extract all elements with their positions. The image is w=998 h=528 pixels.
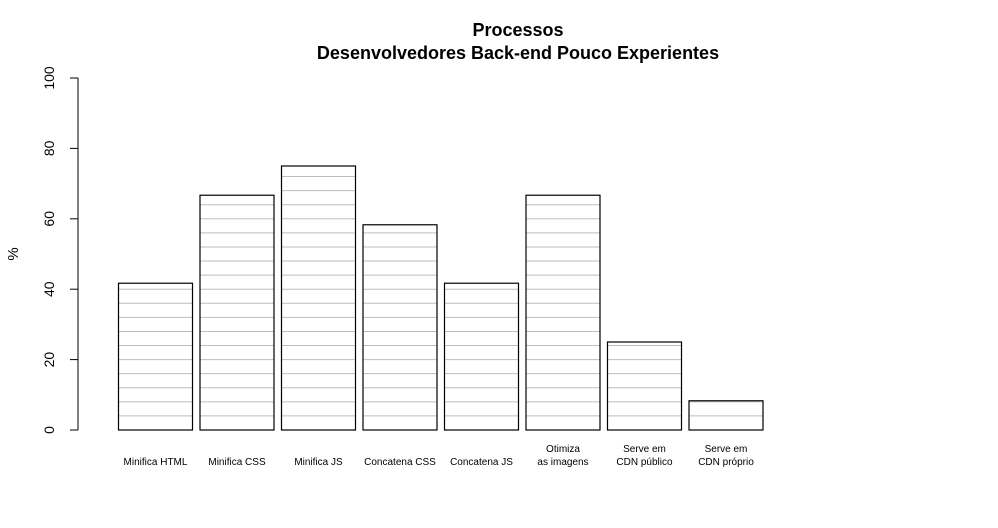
bar-0 (117, 282, 194, 431)
category-label-0-0: Minifica HTML (124, 457, 188, 468)
bar-border-4 (443, 282, 520, 431)
bar-border-2 (280, 165, 357, 431)
bar-1 (199, 194, 275, 431)
bar-2 (280, 165, 357, 431)
category-labels: Minifica HTML Minifica CSS Minifica JS Conc… (124, 444, 755, 468)
bar-fill-3 (363, 224, 437, 430)
bar-border-0 (117, 282, 194, 431)
bar-fill-5 (526, 195, 600, 430)
bar-fill-2 (281, 166, 356, 430)
y-axis: 0 20 40 60 80 100 (41, 66, 79, 434)
bar-fill-4 (444, 283, 519, 430)
category-label-1-0: Minifica CSS (208, 457, 266, 468)
y-tick-label-60: 60 (41, 211, 57, 227)
bar-fill-0 (118, 283, 193, 430)
category-label-6-0: Serve em (623, 444, 666, 455)
bar-5 (525, 194, 601, 431)
y-tick-label-20: 20 (41, 352, 57, 368)
category-label-3-0: Concatena CSS (364, 457, 436, 468)
chart-title: Processos (472, 20, 563, 40)
bar-border-1 (199, 194, 275, 431)
category-label-7-1: CDN próprio (698, 457, 754, 468)
bar-fill-6 (607, 342, 682, 430)
bar-4 (443, 282, 520, 431)
category-label-5-0: Otimiza (546, 444, 580, 455)
bar-fill-1 (200, 195, 274, 430)
bar-border-7 (688, 400, 764, 431)
bar-fill-7 (689, 400, 763, 430)
bar-7 (688, 400, 764, 431)
category-label-4-0: Concatena JS (450, 457, 513, 468)
bars-group (117, 165, 764, 431)
y-tick-label-80: 80 (41, 140, 57, 156)
y-tick-label-40: 40 (41, 281, 57, 297)
category-label-6-1: CDN público (616, 457, 673, 468)
bar-border-3 (362, 224, 438, 431)
bar-border-5 (525, 194, 601, 431)
category-label-2-0: Minifica JS (294, 457, 343, 468)
y-tick-label-100: 100 (41, 66, 57, 90)
y-axis-title: % (5, 247, 22, 260)
category-label-5-1: as imagens (537, 457, 588, 468)
chart-subtitle: Desenvolvedores Back-end Pouco Experient… (317, 43, 719, 63)
bar-6 (606, 341, 683, 431)
y-tick-label-0: 0 (41, 426, 57, 434)
bar-border-6 (606, 341, 683, 431)
category-label-7-0: Serve em (705, 444, 748, 455)
bar-3 (362, 224, 438, 431)
